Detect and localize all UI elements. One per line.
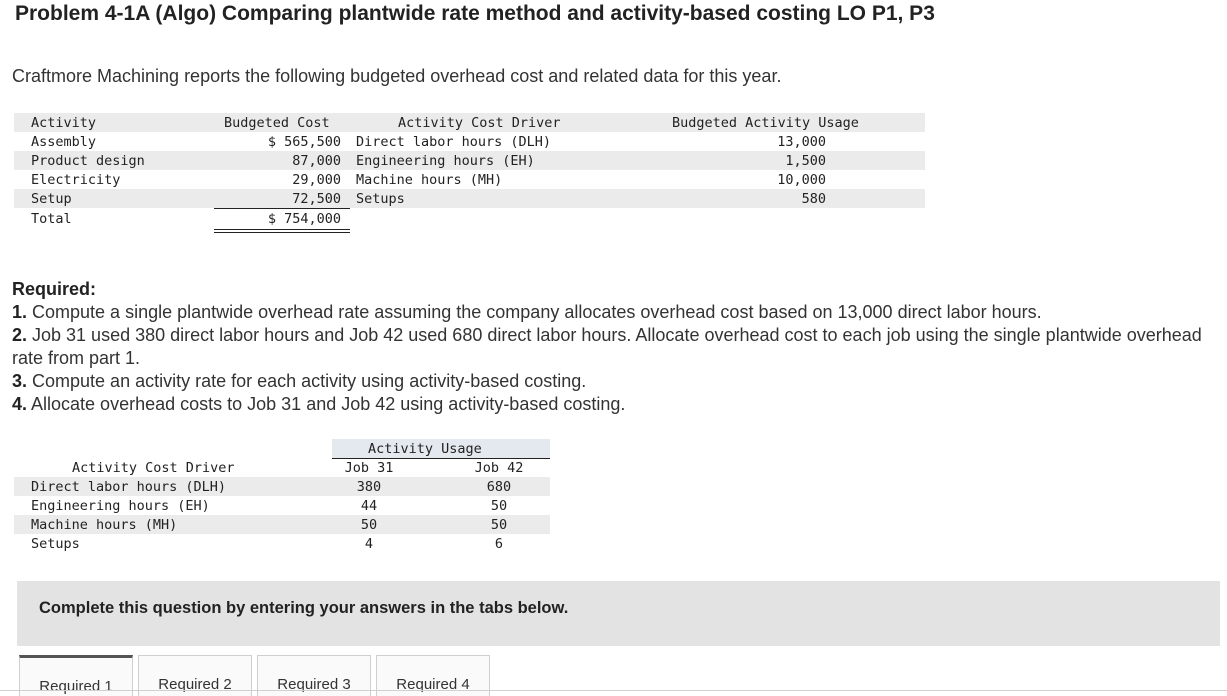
usage-cell: 10,000	[777, 172, 826, 188]
driver-cell: Machine hours (MH)	[31, 517, 178, 533]
header-cost-driver: Activity Cost Driver	[398, 115, 561, 131]
table-header-row: Activity Cost Driver Job 31 Job 42	[14, 458, 550, 477]
item-text: Compute a single plantwide overhead rate…	[27, 302, 1042, 322]
required-item-2: 2. Job 31 used 380 direct labor hours an…	[12, 324, 1212, 370]
item-number: 1.	[12, 302, 28, 322]
tab-label: Required 1	[39, 678, 113, 695]
item-text: Compute an activity rate for each activi…	[27, 371, 587, 391]
table-row: Direct labor hours (DLH) 380 680	[14, 477, 550, 496]
tab-strip-baseline	[0, 690, 1227, 691]
job42-cell: 680	[486, 479, 512, 495]
cost-cell: 72,500	[292, 191, 341, 207]
required-section: Required: 1. Compute a single plantwide …	[12, 278, 1212, 416]
driver-cell: Engineering hours (EH)	[356, 153, 535, 169]
activity-cell: Assembly	[31, 134, 97, 150]
activity-usage-group-header: Activity Usage	[332, 439, 550, 459]
group-header-row: Activity Usage	[14, 439, 550, 459]
tab-label: Required 4	[396, 676, 470, 693]
driver-cell: Setups	[356, 191, 405, 207]
table-header-row: Activity Budgeted Cost Activity Cost Dri…	[14, 113, 925, 132]
activity-cell: Electricity	[31, 172, 121, 188]
item-number: 4.	[12, 394, 28, 414]
tab-label: Required 3	[277, 676, 351, 693]
job31-cell: 50	[360, 517, 378, 533]
cost-cell: 29,000	[292, 172, 341, 188]
table-row: Assembly $ 565,500 Direct labor hours (D…	[14, 132, 925, 151]
group-header-label: Activity Usage	[368, 441, 482, 457]
job31-cell: 380	[356, 479, 382, 495]
activity-cell: Setup	[31, 191, 72, 207]
budget-table: Activity Budgeted Cost Activity Cost Dri…	[14, 113, 925, 233]
subtotal-rule	[214, 208, 350, 209]
activity-cell: Product design	[31, 153, 145, 169]
job42-cell: 50	[490, 517, 508, 533]
header-activity: Activity	[31, 115, 97, 131]
header-activity-usage: Budgeted Activity Usage	[672, 115, 859, 131]
usage-cell: 580	[801, 191, 826, 207]
tab-required-4[interactable]: Required 4	[376, 655, 490, 696]
header-job-42: Job 42	[474, 460, 524, 476]
job31-cell: 4	[364, 536, 374, 552]
table-row: Product design 87,000 Engineering hours …	[14, 151, 925, 170]
cost-cell: 87,000	[292, 153, 341, 169]
table-row: Engineering hours (EH) 44 50	[14, 496, 550, 515]
driver-cell: Setups	[31, 536, 80, 552]
item-number: 2.	[12, 325, 28, 345]
usage-cell: 13,000	[777, 134, 826, 150]
total-double-rule-bottom	[214, 232, 350, 233]
page-title: Problem 4-1A (Algo) Comparing plantwide …	[15, 2, 935, 25]
total-cost: $ 754,000	[267, 211, 341, 227]
usage-cell: 1,500	[785, 153, 826, 169]
item-number: 3.	[12, 371, 28, 391]
job42-cell: 50	[490, 498, 508, 514]
header-cost-driver: Activity Cost Driver	[72, 460, 235, 476]
table-row: Setups 4 6	[14, 534, 550, 553]
intro-text: Craftmore Machining reports the followin…	[12, 66, 782, 86]
table-row: Setup 72,500 Setups 580	[14, 189, 925, 208]
item-text: Job 31 used 380 direct labor hours and J…	[12, 325, 1202, 368]
cost-cell: $ 565,500	[267, 134, 341, 150]
activity-usage-table: Activity Usage Activity Cost Driver Job …	[14, 439, 550, 553]
table-total-row: Total $ 754,000	[14, 209, 925, 228]
total-double-rule-top	[214, 229, 350, 230]
job42-cell: 6	[494, 536, 504, 552]
instruction-panel: Complete this question by entering your …	[17, 581, 1220, 646]
header-job-31: Job 31	[344, 460, 394, 476]
table-row: Electricity 29,000 Machine hours (MH) 10…	[14, 170, 925, 189]
table-row: Machine hours (MH) 50 50	[14, 515, 550, 534]
tab-required-2[interactable]: Required 2	[138, 655, 252, 696]
required-item-1: 1. Compute a single plantwide overhead r…	[12, 301, 1212, 324]
required-item-4: 4. Allocate overhead costs to Job 31 and…	[12, 393, 1212, 416]
required-item-3: 3. Compute an activity rate for each act…	[12, 370, 1212, 393]
required-heading: Required:	[12, 279, 97, 299]
instruction-text: Complete this question by entering your …	[39, 599, 569, 617]
item-text: Allocate overhead costs to Job 31 and Jo…	[27, 394, 626, 414]
total-label: Total	[31, 211, 72, 227]
driver-cell: Engineering hours (EH)	[31, 498, 210, 514]
header-budgeted-cost: Budgeted Cost	[224, 115, 330, 131]
driver-cell: Direct labor hours (DLH)	[31, 479, 227, 495]
tab-label: Required 2	[158, 676, 232, 693]
tab-required-3[interactable]: Required 3	[257, 655, 371, 696]
driver-cell: Machine hours (MH)	[356, 172, 503, 188]
job31-cell: 44	[360, 498, 378, 514]
driver-cell: Direct labor hours (DLH)	[356, 134, 552, 150]
